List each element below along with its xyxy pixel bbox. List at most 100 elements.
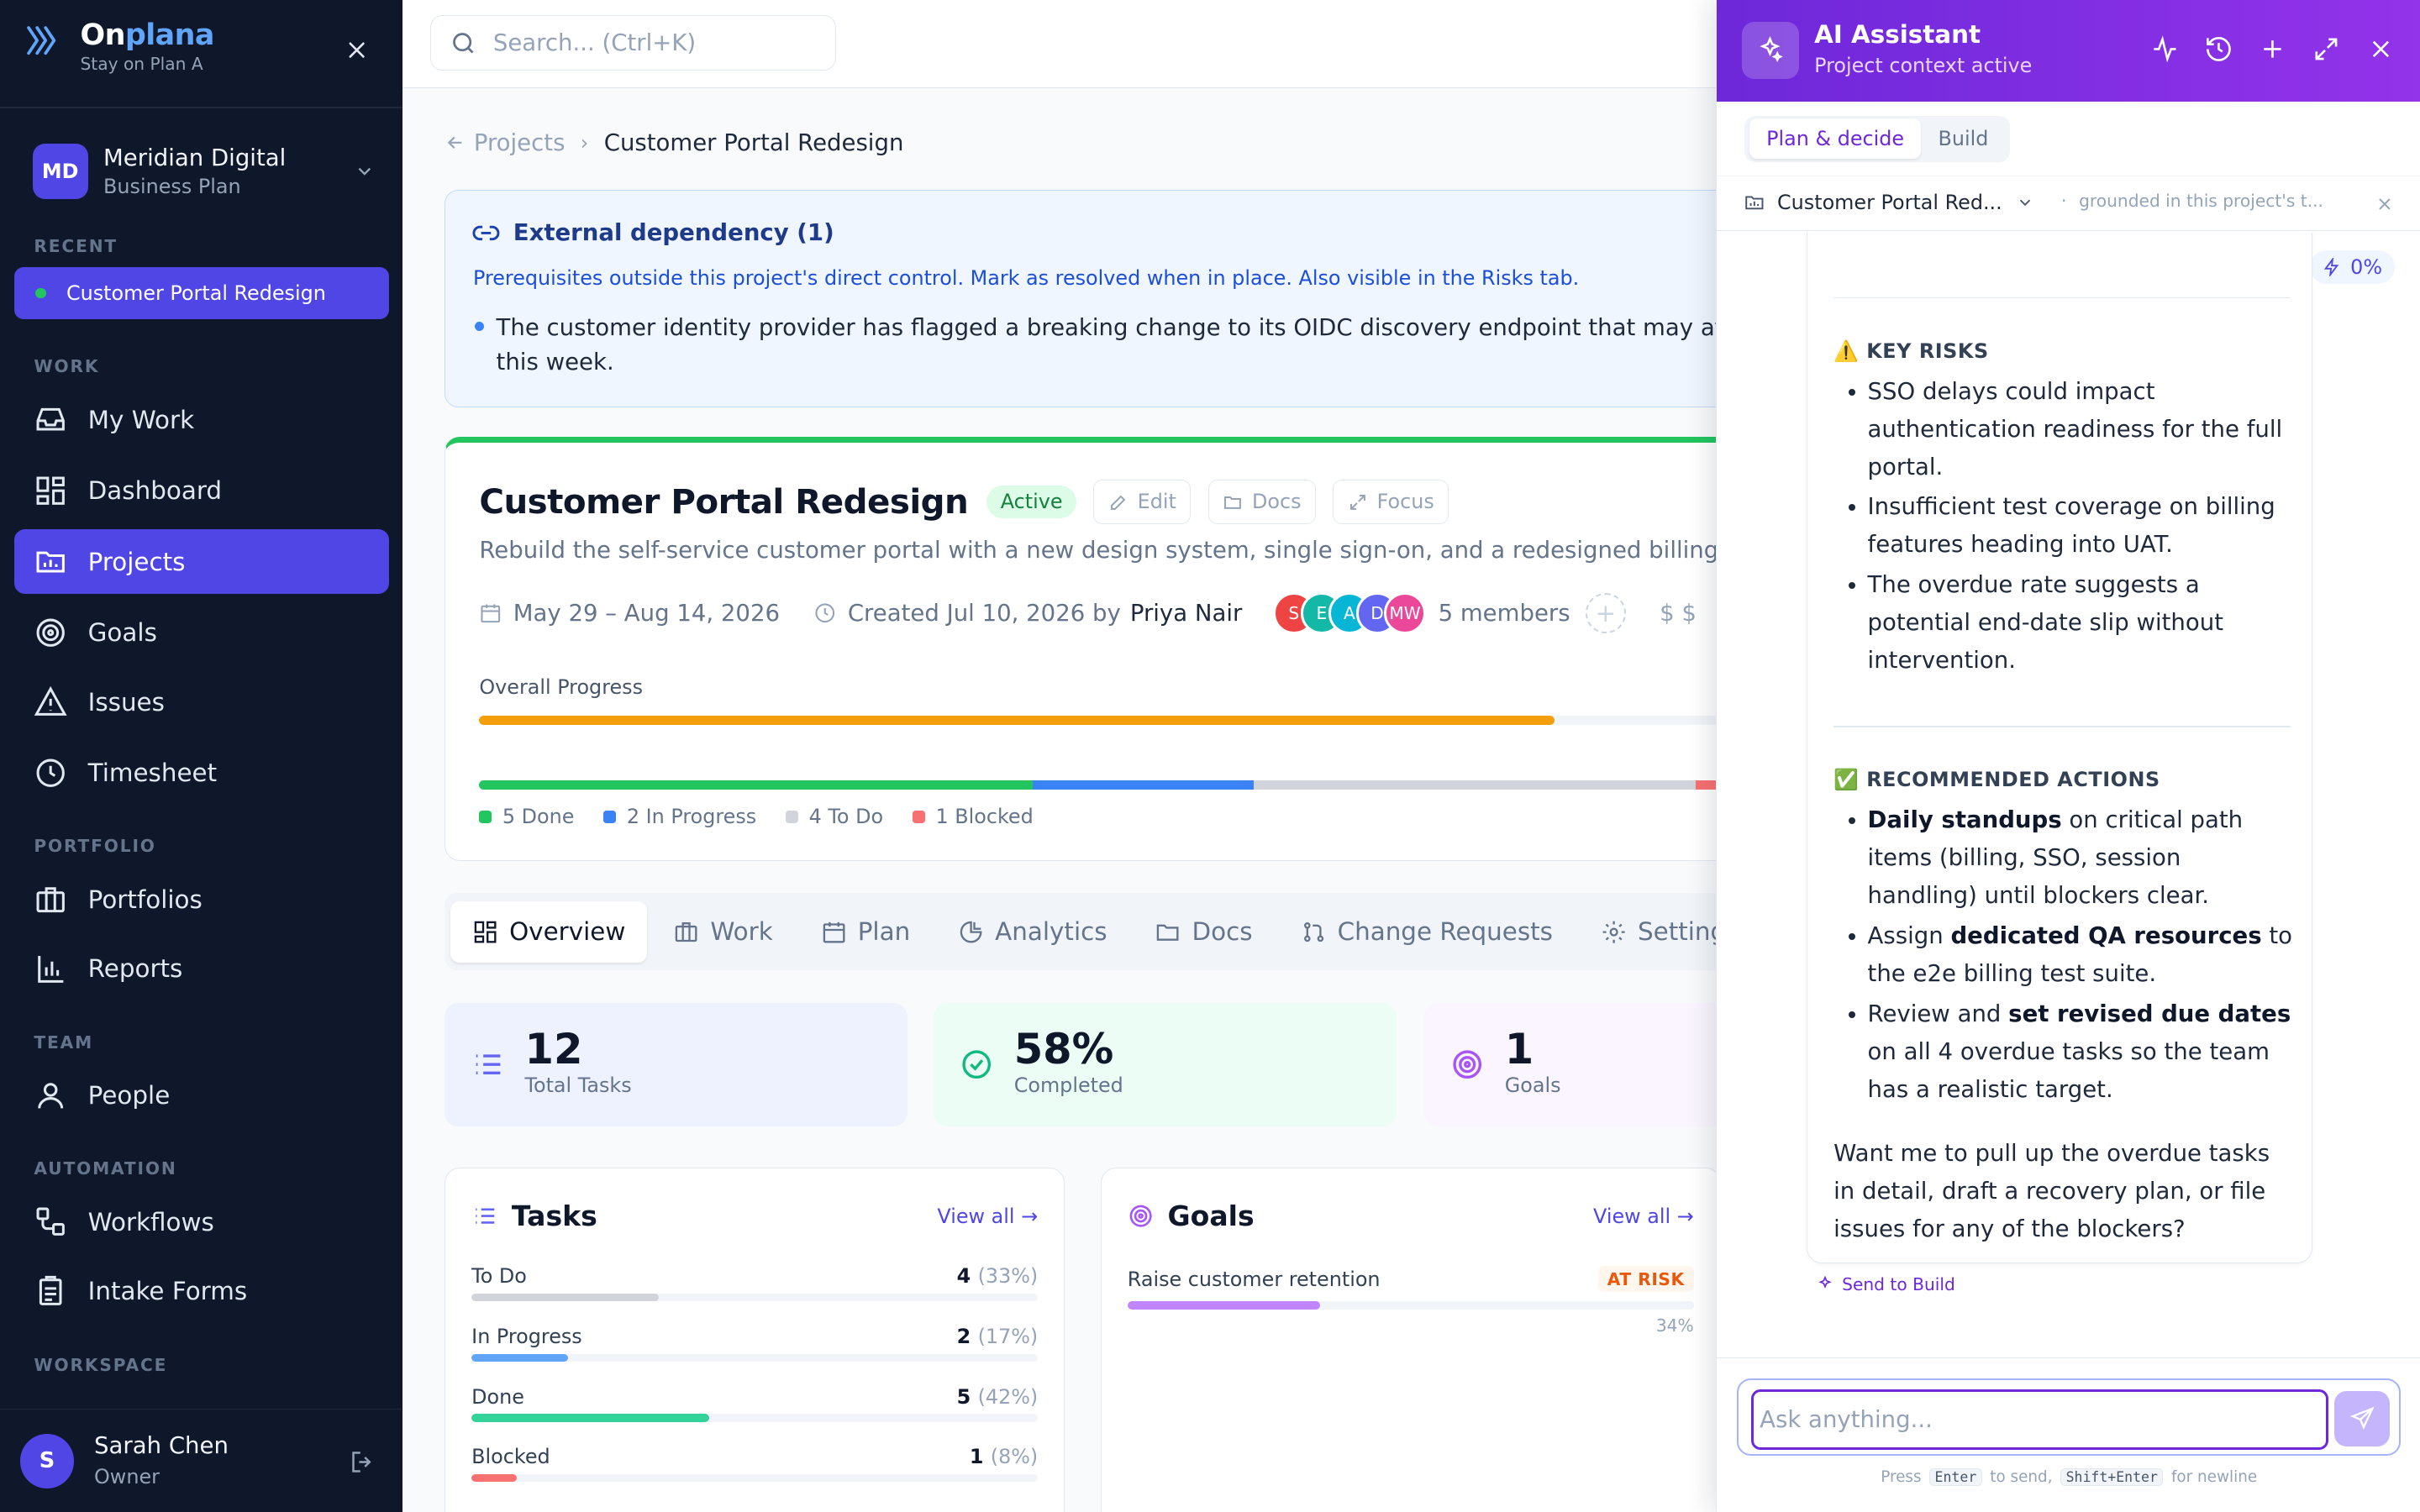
- goals-view-all-link[interactable]: View all →: [1593, 1204, 1694, 1228]
- new-chat-button[interactable]: [2257, 34, 2288, 65]
- created-by[interactable]: Priya Nair: [1129, 599, 1243, 627]
- git-pull-request-icon: [1303, 921, 1323, 942]
- tab-docs[interactable]: Docs: [1134, 901, 1275, 963]
- project-description: Rebuild the self-service customer portal…: [479, 536, 1717, 564]
- sidebar-item-intake-forms[interactable]: Intake Forms: [14, 1259, 389, 1324]
- sidebar-item-portfolios[interactable]: Portfolios: [14, 867, 389, 932]
- close-ai-button[interactable]: [2365, 34, 2396, 65]
- member-avatars[interactable]: S E A D MW: [1273, 591, 1426, 634]
- sidebar-item-label: Intake Forms: [87, 1277, 248, 1306]
- sidebar-item-dashboard[interactable]: Dashboard: [14, 458, 389, 522]
- close-icon: [349, 42, 365, 58]
- task-status-row[interactable]: To Do 4 (33%): [471, 1264, 1039, 1302]
- edit-button[interactable]: Edit: [1093, 479, 1192, 525]
- list-item: The overdue rate suggests a potential en…: [1868, 566, 2297, 680]
- legend-item: 1 Blocked: [912, 805, 1034, 829]
- tab-analytics[interactable]: Analytics: [936, 901, 1128, 963]
- ai-message-input[interactable]: [1750, 1389, 2328, 1450]
- clock-icon: [36, 759, 66, 787]
- clear-context-icon[interactable]: [2375, 194, 2395, 214]
- sidebar-item-timesheet[interactable]: Timesheet: [14, 741, 389, 806]
- tab-plan[interactable]: Plan: [799, 901, 932, 963]
- sidebar-item-projects[interactable]: Projects: [13, 528, 389, 595]
- ai-logo: [1741, 21, 1799, 79]
- search-input[interactable]: [492, 29, 802, 57]
- pencil-icon: [1110, 495, 1126, 510]
- history-button[interactable]: [2203, 34, 2234, 65]
- task-status-count: 5 (42%): [956, 1384, 1039, 1409]
- status-segment: [1696, 780, 1717, 790]
- sidebar-item-people[interactable]: People: [14, 1063, 389, 1127]
- expand-button[interactable]: [2312, 34, 2343, 65]
- context-project-select[interactable]: Customer Portal Red...: [1744, 191, 2035, 214]
- created-label: Created Jul 10, 2026 by: [847, 599, 1121, 627]
- stat-value: 1: [1504, 1024, 1534, 1074]
- ai-header: AI Assistant Project context active: [1717, 0, 2420, 102]
- list-item: Insufficient test coverage on billing fe…: [1868, 488, 2297, 564]
- search-box[interactable]: [430, 15, 837, 71]
- sidebar-item-reports[interactable]: Reports: [14, 937, 389, 1001]
- activity-icon: [2154, 35, 2176, 63]
- send-button[interactable]: [2334, 1390, 2391, 1446]
- workspace-name: Meridian Digital: [103, 144, 287, 172]
- workflow-icon: [36, 1207, 66, 1236]
- avatar[interactable]: S: [19, 1434, 75, 1488]
- task-status-row[interactable]: Blocked 1 (8%): [471, 1445, 1039, 1483]
- tab-overview[interactable]: Overview: [450, 900, 648, 963]
- focus-button[interactable]: Focus: [1333, 479, 1449, 525]
- section-label-work: WORK: [34, 356, 100, 377]
- sidebar-item-goals[interactable]: Goals: [14, 600, 389, 664]
- stat-goals[interactable]: 1 Goals: [1424, 1002, 1717, 1126]
- tab-change-requests[interactable]: Change Requests: [1279, 901, 1575, 963]
- tasks-view-all-link[interactable]: View all →: [937, 1204, 1039, 1228]
- status-badge: Active: [986, 485, 1077, 518]
- members-count[interactable]: 5 members: [1438, 599, 1570, 627]
- avatar[interactable]: MW: [1384, 591, 1426, 634]
- workspace-switcher[interactable]: MD Meridian Digital Business Plan: [32, 142, 376, 201]
- gear-icon: [1602, 921, 1625, 943]
- assistant-message: ⚠️ KEY RISKS SSO delays could impact aut…: [1806, 233, 2313, 1264]
- stat-completed[interactable]: 58% Completed: [934, 1002, 1397, 1126]
- budget-value: $ $: [1660, 599, 1697, 627]
- chevron-down-icon: [2020, 199, 2031, 206]
- sidebar-item-label: People: [87, 1081, 171, 1110]
- task-status-row[interactable]: In Progress 2 (17%): [471, 1325, 1039, 1362]
- list-item: Assign dedicated QA resources to the e2e…: [1868, 917, 2297, 993]
- goal-name[interactable]: Raise customer retention: [1127, 1267, 1381, 1291]
- docs-button[interactable]: Docs: [1207, 479, 1317, 525]
- usage-badge: 0%: [2310, 249, 2395, 284]
- goal-progress-bar: [1127, 1301, 1694, 1310]
- send-to-build-button[interactable]: Send to Build: [1816, 1274, 1955, 1294]
- sparkles-icon: [1760, 36, 1784, 63]
- tab-work[interactable]: Work: [652, 901, 795, 963]
- recent-item-customer-portal[interactable]: Customer Portal Redesign: [13, 266, 389, 320]
- sidebar-item-issues[interactable]: Issues: [14, 669, 389, 734]
- tab-settings[interactable]: Settings: [1579, 901, 1716, 963]
- legend-label: 1 Blocked: [935, 805, 1034, 829]
- panel-title: Goals: [1128, 1200, 1255, 1232]
- ai-conversation[interactable]: 0% ⚠️ KEY RISKS SSO delays could impact …: [1717, 233, 2420, 1358]
- activity-button[interactable]: [2149, 34, 2181, 65]
- arrow-left-icon: [447, 137, 462, 150]
- close-sidebar-button[interactable]: [341, 37, 372, 68]
- breadcrumb-parent-link[interactable]: Projects: [445, 129, 565, 156]
- tab-plan-decide[interactable]: Plan & decide: [1749, 118, 1922, 160]
- sidebar-item-my-work[interactable]: My Work: [14, 387, 389, 452]
- expand-icon: [1349, 494, 1365, 510]
- task-status-fill: [471, 1353, 568, 1362]
- stat-total-tasks[interactable]: 12 Total Tasks: [444, 1002, 908, 1126]
- overall-progress-fill: [479, 715, 1555, 725]
- warning-icon: [34, 686, 68, 717]
- add-member-button[interactable]: +: [1585, 592, 1626, 633]
- dependency-item[interactable]: The customer identity provider has flagg…: [473, 311, 1716, 379]
- project-summary-card: Customer Portal Redesign Active Edit Doc…: [444, 436, 1717, 861]
- goal-status-badge: AT RISK: [1597, 1266, 1694, 1293]
- chevron-right-icon: ›: [580, 131, 589, 155]
- logout-icon[interactable]: [349, 1448, 376, 1476]
- tab-build[interactable]: Build: [1938, 127, 1989, 151]
- task-status-row[interactable]: Done 5 (42%): [471, 1384, 1039, 1422]
- brand[interactable]: Onplana Stay on Plan A: [24, 18, 214, 74]
- sidebar-item-workflows[interactable]: Workflows: [14, 1189, 389, 1254]
- divider: [1833, 726, 2291, 728]
- legend-item: 2 In Progress: [603, 805, 756, 828]
